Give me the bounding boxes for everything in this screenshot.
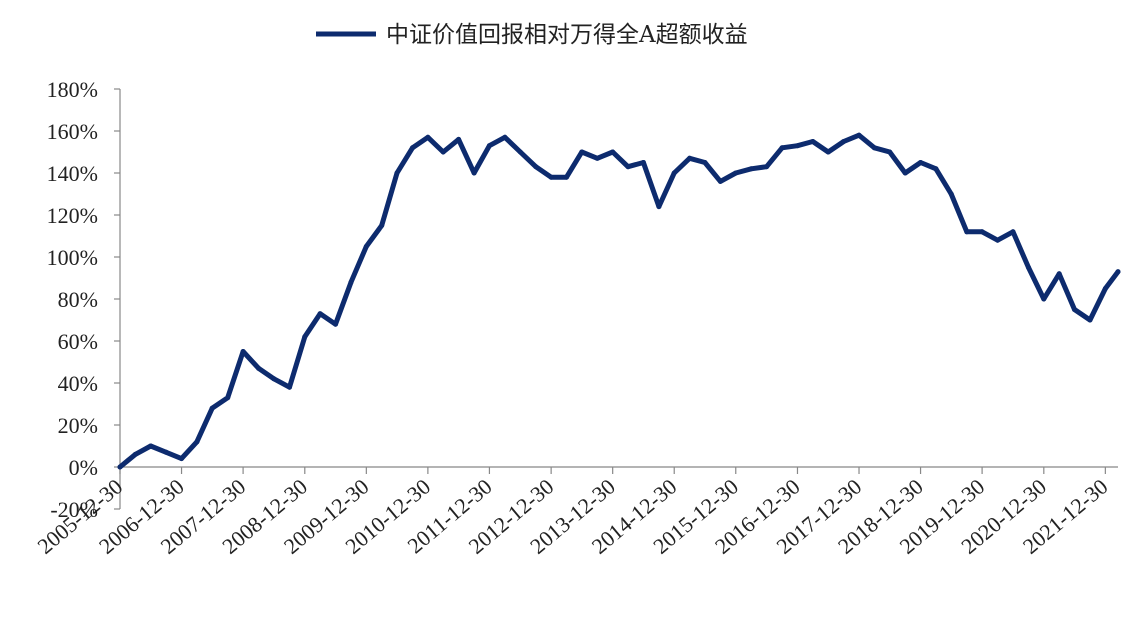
data-point <box>964 229 970 235</box>
data-point <box>548 174 554 180</box>
data-point <box>810 139 816 144</box>
data-point <box>918 160 924 165</box>
data-point <box>702 160 708 165</box>
y-axis: -20% 0% 20% 40% 60% 80% 100% 120% 140% 160% 180% <box>47 77 121 522</box>
data-point <box>225 395 231 401</box>
data-point <box>687 155 693 161</box>
data-point <box>1102 286 1108 291</box>
data-point <box>209 405 215 411</box>
data-point <box>256 365 262 371</box>
data-point <box>995 237 1001 243</box>
series-line <box>117 132 1121 470</box>
y-tick-label: 160% <box>47 119 98 144</box>
data-point <box>302 334 308 340</box>
data-point <box>640 160 646 165</box>
data-point <box>471 170 477 176</box>
data-point <box>456 136 462 142</box>
y-tick-label: 20% <box>58 413 98 438</box>
data-point <box>1056 271 1062 277</box>
data-point <box>379 223 385 228</box>
data-point <box>502 134 508 140</box>
data-point <box>163 449 169 455</box>
y-tick-label: 0% <box>69 455 98 480</box>
data-point <box>887 149 893 155</box>
legend-label: 中证价值回报相对万得全A超额收益 <box>386 22 748 48</box>
data-point <box>748 166 754 172</box>
data-point <box>394 170 400 176</box>
data-point <box>841 139 847 144</box>
data-point <box>902 170 908 176</box>
data-point <box>132 451 138 457</box>
data-point <box>717 178 723 184</box>
data-point <box>179 456 184 462</box>
y-tick-label: 100% <box>47 245 98 270</box>
legend: 中证价值回报相对万得全A超额收益 <box>316 22 748 48</box>
data-point <box>440 149 446 155</box>
data-point <box>410 145 415 151</box>
data-point <box>625 164 631 170</box>
y-tick-label: 60% <box>58 329 98 354</box>
data-point <box>533 164 539 170</box>
data-point <box>594 155 600 161</box>
y-tick-label: 140% <box>47 161 98 186</box>
data-point <box>1115 269 1121 275</box>
data-point <box>764 164 770 170</box>
data-point <box>287 384 292 390</box>
x-axis: 2005-12-302006-12-302007-12-302008-12-30… <box>33 466 1118 559</box>
data-point <box>240 349 246 354</box>
data-point <box>979 229 985 235</box>
data-point <box>1087 317 1093 323</box>
data-point <box>779 145 785 151</box>
y-tick-label: 40% <box>58 371 98 396</box>
data-point <box>795 143 800 149</box>
data-point <box>194 439 200 445</box>
y-tick-label: -20% <box>50 497 98 522</box>
data-point <box>1026 265 1031 270</box>
data-point <box>933 166 939 172</box>
data-point <box>1041 296 1047 302</box>
data-point <box>425 134 431 140</box>
data-point <box>579 149 585 155</box>
data-point <box>671 170 677 176</box>
data-point <box>117 464 123 470</box>
y-tick-label: 180% <box>47 77 98 102</box>
data-point <box>486 143 492 149</box>
data-point <box>517 149 523 155</box>
data-point <box>1010 229 1016 235</box>
data-point <box>856 132 862 138</box>
data-point <box>333 321 338 327</box>
data-point <box>948 191 954 197</box>
y-tick-label: 120% <box>47 203 98 228</box>
plot-area <box>117 132 1121 470</box>
data-point <box>610 149 616 155</box>
data-point <box>733 170 739 176</box>
data-point <box>1072 307 1077 312</box>
data-point <box>871 145 877 151</box>
data-point <box>363 244 369 249</box>
data-point <box>271 376 277 382</box>
y-tick-label: 80% <box>58 287 98 312</box>
data-point <box>656 204 662 210</box>
data-point <box>348 279 354 285</box>
data-point <box>148 443 154 449</box>
data-point <box>825 149 831 155</box>
data-point <box>317 311 323 317</box>
data-point <box>564 174 569 180</box>
